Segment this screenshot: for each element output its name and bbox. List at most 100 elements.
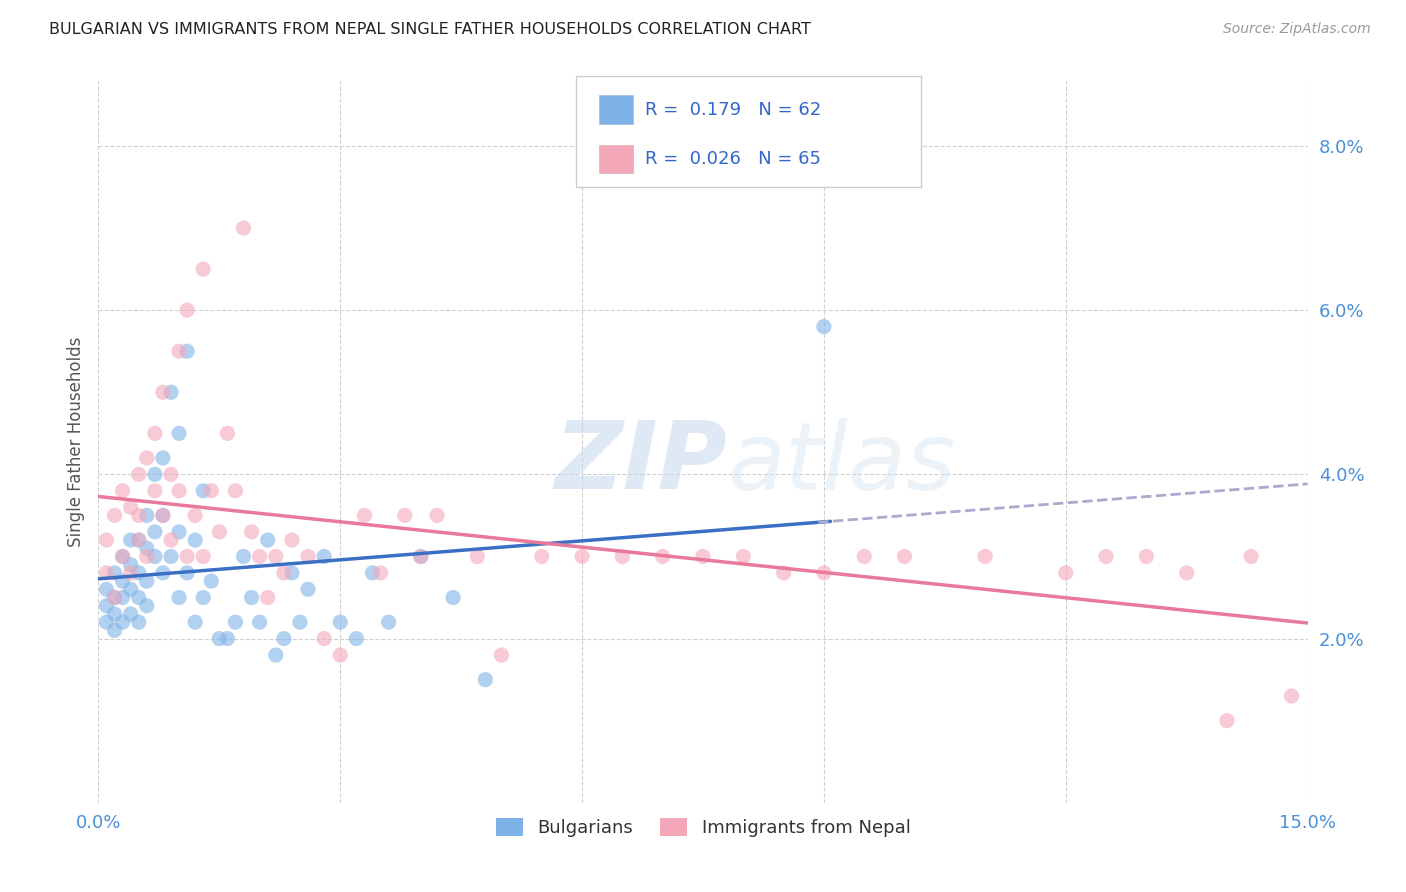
Point — [176, 344, 198, 359]
Point — [1135, 549, 1157, 564]
Point — [353, 508, 375, 523]
Point — [474, 673, 496, 687]
Point — [733, 549, 755, 564]
Point — [256, 591, 278, 605]
Text: Source: ZipAtlas.com: Source: ZipAtlas.com — [1223, 22, 1371, 37]
Point — [426, 508, 449, 523]
Point — [256, 533, 278, 547]
Text: R =  0.179   N = 62: R = 0.179 N = 62 — [645, 101, 821, 119]
Point — [120, 582, 142, 597]
Point — [772, 566, 794, 580]
Point — [249, 549, 271, 564]
Point — [530, 549, 553, 564]
Point — [361, 566, 384, 580]
Point — [143, 467, 166, 482]
Point — [111, 549, 134, 564]
Point — [200, 483, 222, 498]
Point — [232, 549, 254, 564]
Point — [200, 574, 222, 588]
Point — [377, 615, 399, 630]
Point — [135, 541, 157, 556]
Point — [249, 615, 271, 630]
Point — [152, 508, 174, 523]
Point — [314, 632, 336, 646]
Point — [344, 632, 367, 646]
Point — [111, 591, 134, 605]
Point — [193, 262, 215, 277]
Point — [143, 549, 166, 564]
Point — [651, 549, 673, 564]
Point — [103, 591, 125, 605]
Point — [232, 221, 254, 235]
Point — [974, 549, 997, 564]
Point — [692, 549, 714, 564]
Legend: Bulgarians, Immigrants from Nepal: Bulgarians, Immigrants from Nepal — [488, 811, 918, 845]
Point — [1054, 566, 1077, 580]
Point — [120, 607, 142, 621]
Point — [264, 549, 287, 564]
Point — [176, 303, 198, 318]
Point — [143, 483, 166, 498]
Point — [184, 508, 207, 523]
Point — [167, 344, 190, 359]
Point — [208, 632, 231, 646]
Point — [143, 426, 166, 441]
Text: atlas: atlas — [727, 417, 956, 508]
Point — [571, 549, 593, 564]
Point — [264, 648, 287, 662]
Point — [281, 533, 304, 547]
Point — [1095, 549, 1118, 564]
Point — [143, 524, 166, 539]
Point — [167, 426, 190, 441]
Point — [813, 319, 835, 334]
Point — [120, 558, 142, 572]
Point — [176, 566, 198, 580]
Point — [128, 533, 150, 547]
Point — [103, 566, 125, 580]
Point — [409, 549, 432, 564]
Point — [1175, 566, 1198, 580]
Point — [96, 533, 118, 547]
Point — [167, 483, 190, 498]
Point — [120, 500, 142, 515]
Point — [1281, 689, 1303, 703]
Point — [893, 549, 915, 564]
Point — [103, 591, 125, 605]
Point — [152, 566, 174, 580]
Point — [103, 607, 125, 621]
Point — [160, 533, 183, 547]
Point — [1240, 549, 1263, 564]
Point — [329, 648, 352, 662]
Point — [297, 582, 319, 597]
Point — [193, 549, 215, 564]
Point — [1216, 714, 1239, 728]
Point — [111, 549, 134, 564]
Point — [184, 533, 207, 547]
Point — [160, 385, 183, 400]
Point — [135, 508, 157, 523]
Point — [152, 450, 174, 465]
Point — [152, 508, 174, 523]
Point — [128, 533, 150, 547]
Point — [441, 591, 464, 605]
Point — [273, 632, 295, 646]
Point — [465, 549, 488, 564]
Point — [329, 615, 352, 630]
Point — [813, 566, 835, 580]
Point — [193, 483, 215, 498]
Text: BULGARIAN VS IMMIGRANTS FROM NEPAL SINGLE FATHER HOUSEHOLDS CORRELATION CHART: BULGARIAN VS IMMIGRANTS FROM NEPAL SINGL… — [49, 22, 811, 37]
Point — [208, 524, 231, 539]
Point — [409, 549, 432, 564]
Point — [217, 426, 239, 441]
Point — [176, 549, 198, 564]
Point — [96, 566, 118, 580]
Point — [96, 599, 118, 613]
Point — [96, 615, 118, 630]
Point — [111, 574, 134, 588]
Point — [612, 549, 634, 564]
Point — [96, 582, 118, 597]
Point — [853, 549, 876, 564]
Point — [224, 615, 246, 630]
Point — [160, 549, 183, 564]
Point — [193, 591, 215, 605]
